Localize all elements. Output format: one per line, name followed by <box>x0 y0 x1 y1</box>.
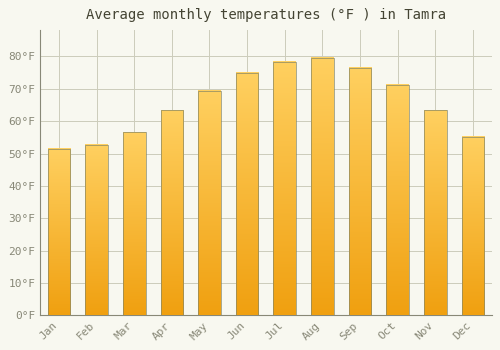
Bar <box>48 149 70 315</box>
Title: Average monthly temperatures (°F ) in Tamra: Average monthly temperatures (°F ) in Ta… <box>86 8 446 22</box>
Bar <box>386 85 409 315</box>
Bar <box>274 62 296 315</box>
Bar <box>198 91 221 315</box>
Bar <box>123 132 146 315</box>
Bar <box>236 73 258 315</box>
Bar <box>311 58 334 315</box>
Bar <box>160 111 183 315</box>
Bar <box>462 137 484 315</box>
Bar <box>424 111 446 315</box>
Bar <box>86 145 108 315</box>
Bar <box>348 68 372 315</box>
